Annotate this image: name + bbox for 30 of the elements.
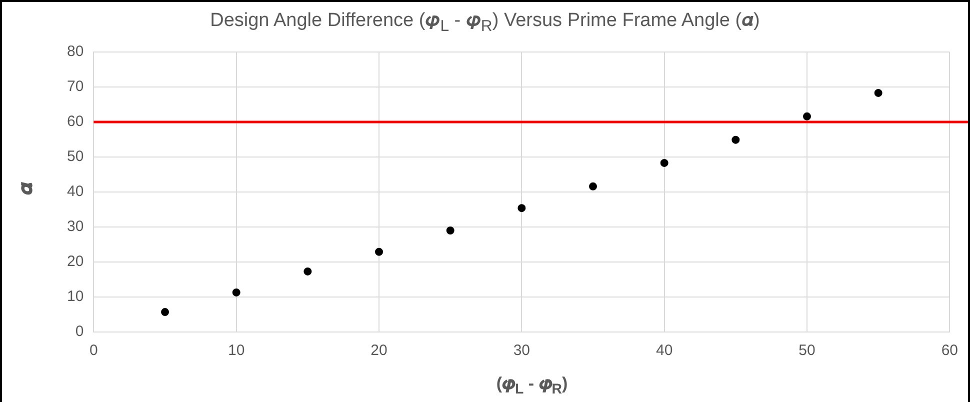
x-tick-label: 20 (370, 342, 388, 360)
y-tick-label: 0 (75, 323, 84, 340)
x-tick-label: 0 (90, 342, 98, 360)
point (446, 226, 454, 234)
x-tick-label: 60 (941, 342, 958, 360)
y-tick-label: 40 (66, 183, 84, 200)
point (874, 88, 882, 97)
point (375, 248, 384, 256)
y-axis-title: 𝜶 (15, 182, 38, 195)
point (518, 204, 526, 212)
point (304, 267, 312, 276)
y-tick-label: 70 (66, 78, 84, 96)
y-tick-label: 60 (66, 113, 84, 130)
x-tick-label: 50 (798, 342, 816, 360)
x-tick-label: 10 (228, 342, 245, 360)
y-tick-label: 10 (66, 288, 84, 306)
x-axis-title: (𝝋$_{L}$ - 𝝋$_{R}$) (495, 374, 569, 398)
y-tick-label: 50 (66, 148, 84, 166)
point (802, 112, 811, 120)
y-tick-label: 30 (66, 218, 84, 236)
y-tick-label: 20 (66, 253, 84, 270)
x-tick-label: 30 (513, 342, 530, 360)
x-tick-label: 40 (656, 342, 673, 360)
point (732, 136, 740, 144)
y-tick-label: 80 (66, 43, 84, 60)
chart-title: Design Angle Difference (𝝋$_{L}$ - 𝝋$_{R}$) Versus Prime Frame Angle (𝜶) (209, 10, 761, 36)
point (660, 158, 668, 167)
point (232, 288, 240, 296)
point (161, 308, 170, 316)
point (589, 182, 597, 190)
